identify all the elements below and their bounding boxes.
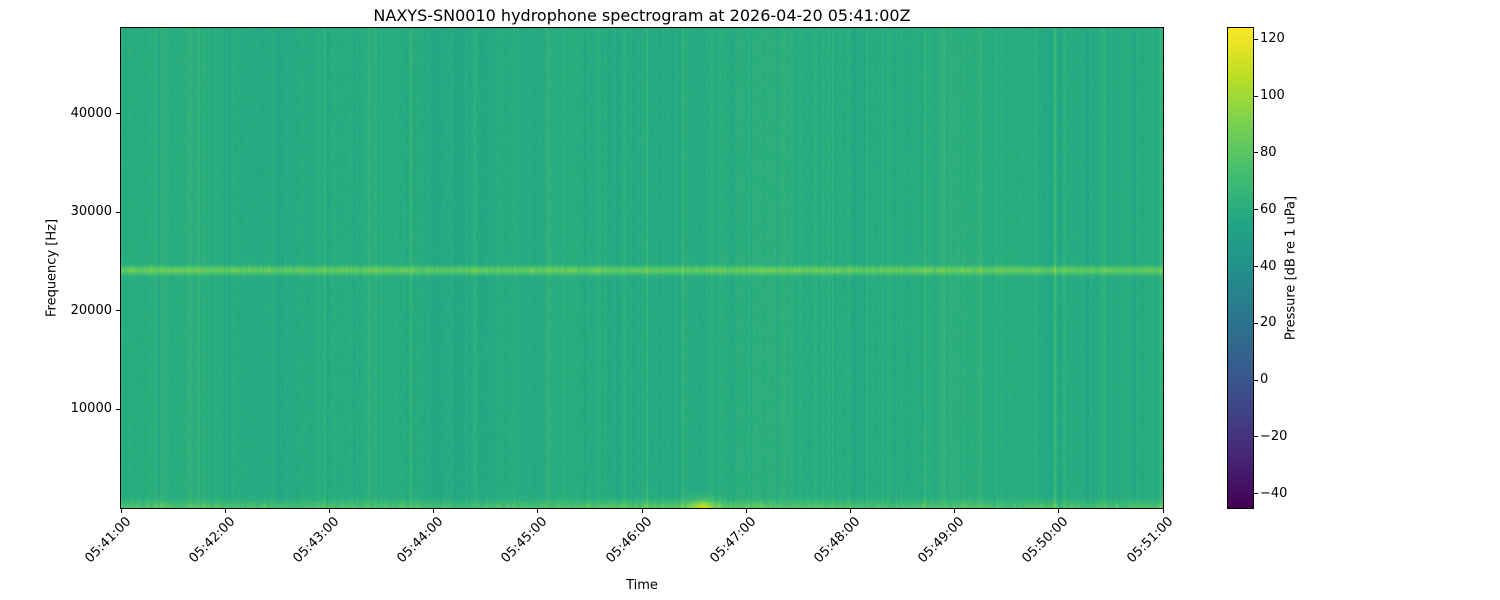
x-tick-mark [745, 509, 747, 513]
x-tick-label: 05:45:00 [498, 514, 551, 567]
y-tick-label: 20000 [70, 302, 112, 318]
x-tick-label: 05:47:00 [707, 514, 760, 567]
x-tick-mark [1162, 509, 1164, 513]
colorbar-tick-mark [1254, 209, 1258, 211]
y-tick-mark [116, 310, 120, 312]
colorbar-label: Pressure [dB re 1 uPa] [1283, 195, 1299, 341]
y-tick-mark [116, 113, 120, 115]
colorbar-tick-mark [1254, 95, 1258, 97]
x-tick-label: 05:48:00 [811, 514, 864, 567]
x-tick-mark [641, 509, 643, 513]
colorbar-tick-label: 40 [1260, 258, 1277, 274]
x-tick-label: 05:41:00 [82, 514, 134, 567]
y-tick-label: 10000 [70, 401, 112, 417]
colorbar-tick-label: 100 [1260, 88, 1285, 104]
colorbar [1227, 27, 1254, 509]
chart-title: NAXYS-SN0010 hydrophone spectrogram at 2… [373, 6, 911, 25]
colorbar-tick-label: 0 [1260, 372, 1269, 388]
colorbar-tick-label: 120 [1260, 31, 1285, 47]
colorbar-tick-mark [1254, 436, 1258, 438]
x-tick-label: 05:50:00 [1019, 514, 1072, 567]
colorbar-tick-mark [1254, 493, 1258, 495]
x-tick-mark [224, 509, 226, 513]
y-axis-label: Frequency [Hz] [44, 218, 60, 318]
x-tick-label: 05:44:00 [394, 514, 447, 567]
x-tick-mark [433, 509, 435, 513]
colorbar-tick-mark [1254, 38, 1258, 40]
colorbar-tick-label: −20 [1260, 428, 1288, 444]
colorbar-tick-label: 80 [1260, 144, 1277, 160]
colorbar-tick-mark [1254, 379, 1258, 381]
x-tick-mark [849, 509, 851, 513]
colorbar-gradient-canvas [1228, 28, 1253, 508]
y-tick-mark [116, 211, 120, 213]
x-tick-mark [328, 509, 330, 513]
colorbar-tick-label: −40 [1260, 485, 1288, 501]
x-tick-label: 05:43:00 [290, 514, 343, 567]
y-tick-label: 40000 [70, 105, 112, 121]
x-tick-label: 05:51:00 [1124, 514, 1176, 567]
colorbar-tick-mark [1254, 266, 1258, 268]
colorbar-tick-label: 20 [1260, 315, 1277, 331]
x-axis-label: Time [626, 578, 658, 593]
colorbar-tick-mark [1254, 322, 1258, 324]
x-tick-mark [1058, 509, 1060, 513]
x-tick-label: 05:42:00 [186, 514, 239, 567]
x-tick-mark [537, 509, 539, 513]
x-tick-label: 05:46:00 [603, 514, 655, 567]
x-tick-label: 05:49:00 [915, 514, 968, 567]
spectrogram-plot-area [120, 27, 1164, 509]
y-tick-mark [116, 408, 120, 410]
x-tick-mark [120, 509, 122, 513]
x-tick-mark [954, 509, 956, 513]
colorbar-tick-mark [1254, 152, 1258, 154]
spectrogram-heatmap-canvas [121, 28, 1163, 508]
y-tick-label: 30000 [70, 204, 112, 220]
colorbar-tick-label: 60 [1260, 201, 1277, 217]
